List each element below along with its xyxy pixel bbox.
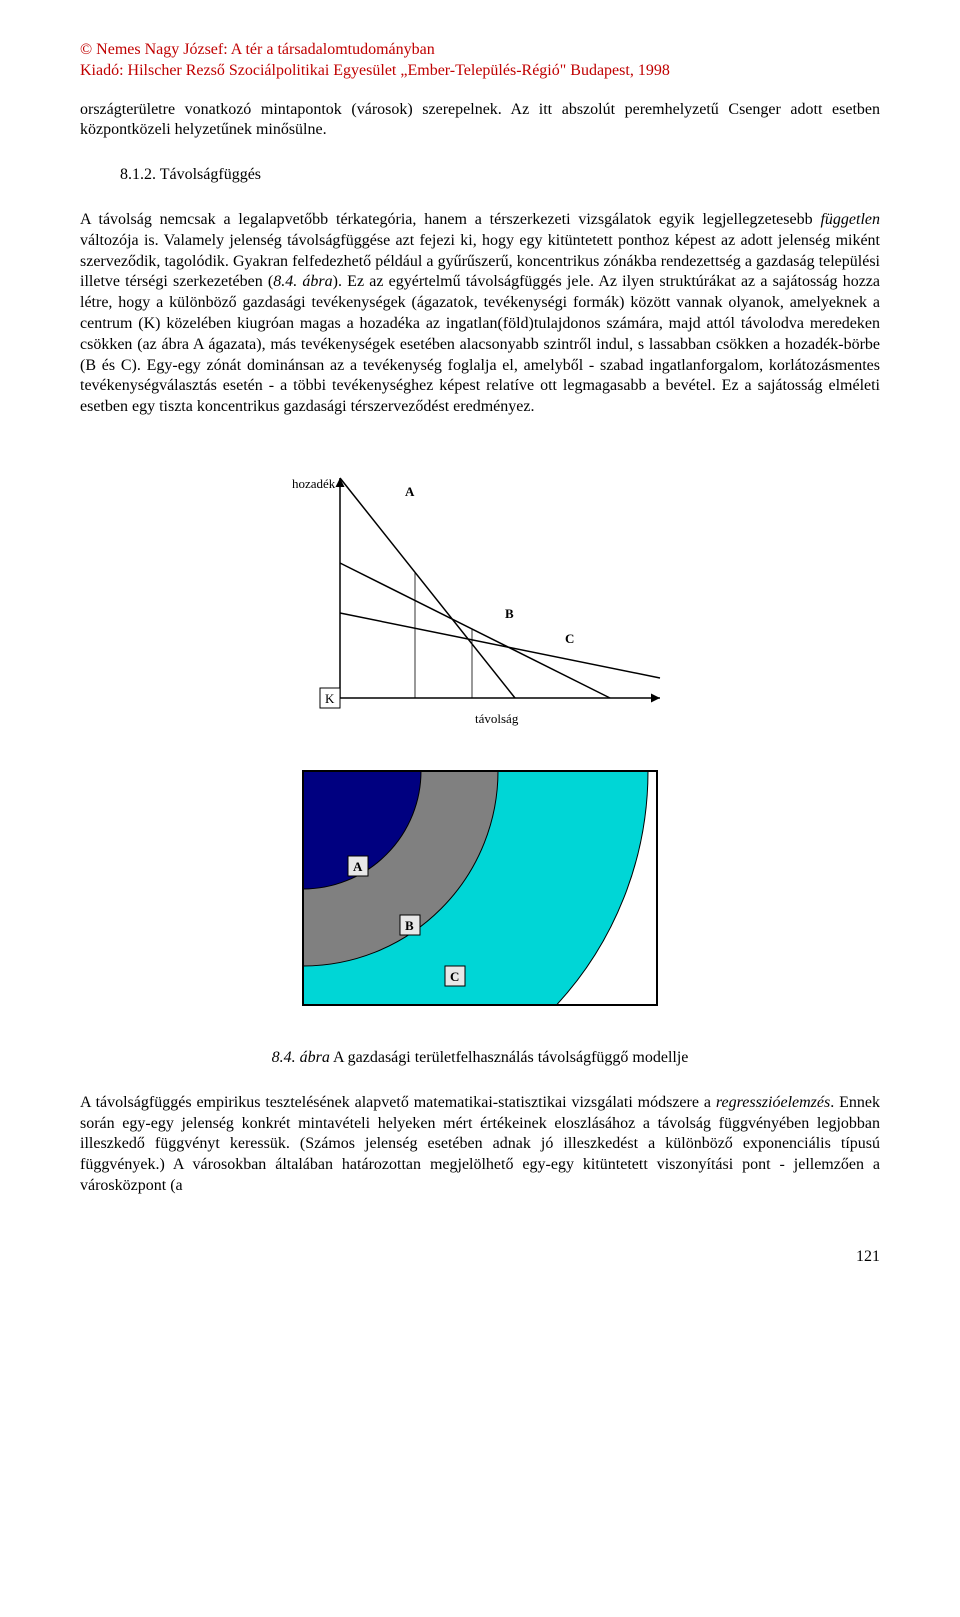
svg-text:távolság: távolság (475, 711, 519, 726)
svg-text:B: B (505, 606, 514, 621)
figure-caption-num: 8.4. ábra (272, 1049, 330, 1066)
svg-text:hozadék: hozadék (292, 476, 336, 491)
figure-8-4: A B Chozadék távolság K A B C (80, 458, 880, 1008)
paragraph-2: A távolság nemcsak a legalapvetőbb térka… (80, 210, 880, 418)
document-header: © Nemes Nagy József: A tér a társadalomt… (80, 40, 880, 82)
paragraph-3: A távolságfüggés empirikus tesztelésének… (80, 1093, 880, 1197)
section-number-title: 8.1.2. Távolságfüggés (80, 165, 880, 186)
distance-yield-chart: A B Chozadék távolság K (290, 458, 670, 738)
svg-text:B: B (405, 918, 414, 933)
paragraph-1: országterületre vonatkozó mintapontok (v… (80, 100, 880, 142)
header-publisher: Kiadó: Hilscher Rezső Szociálpolitikai E… (80, 61, 880, 82)
svg-text:K: K (325, 691, 335, 706)
svg-text:C: C (565, 631, 574, 646)
header-author-title: © Nemes Nagy József: A tér a társadalomt… (80, 40, 880, 61)
p2-italic-1: független (820, 211, 880, 228)
concentric-zone-chart: A B C (300, 768, 660, 1008)
page-number: 121 (80, 1247, 880, 1268)
p3-text-a: A távolságfüggés empirikus tesztelésének… (80, 1094, 716, 1111)
p2-italic-2: 8.4. ábra (273, 273, 332, 290)
p2-text-c: ). Ez az egyértelmű távolságfüggés jele.… (80, 273, 880, 415)
p3-italic: regresszióelemzés (716, 1094, 830, 1111)
figure-caption-text: A gazdasági területfelhasználás távolság… (330, 1049, 689, 1066)
svg-text:A: A (353, 859, 363, 874)
p2-text-a: A távolság nemcsak a legalapvetőbb térka… (80, 211, 820, 228)
figure-caption: 8.4. ábra A gazdasági területfelhasználá… (80, 1048, 880, 1069)
svg-text:C: C (450, 969, 459, 984)
svg-text:A: A (405, 484, 415, 499)
